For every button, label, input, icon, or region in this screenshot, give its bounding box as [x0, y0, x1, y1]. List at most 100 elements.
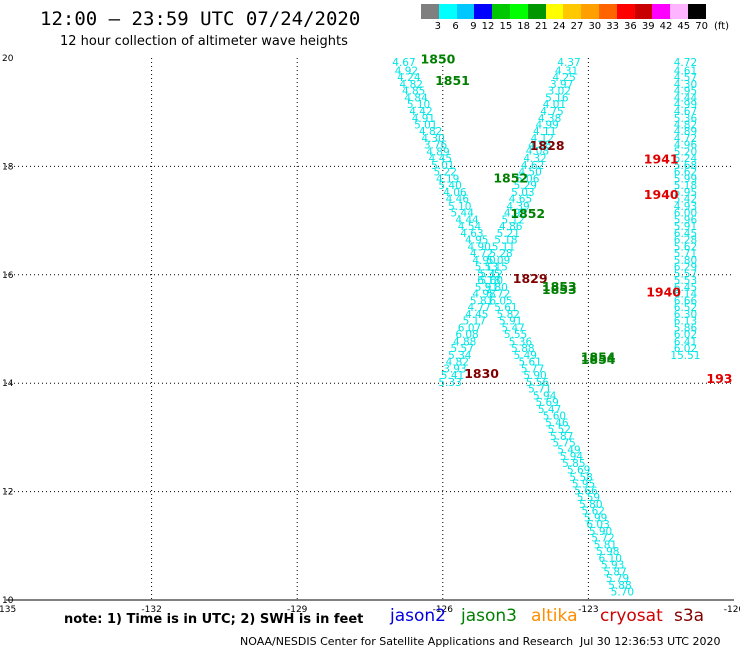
colorbar-label: 18 [517, 21, 530, 32]
data-point-label: 5.20 [674, 147, 697, 159]
data-point-label: 5.40 [438, 180, 461, 192]
data-point-label: 4.01 [543, 99, 566, 111]
colorbar-swatch: 36 [616, 4, 637, 32]
data-point-label: 3.76 [424, 140, 448, 152]
colorbar-swatch: 3 [421, 4, 441, 32]
data-point-label: 4.72 [674, 133, 697, 145]
data-point-label: 6.00 [674, 207, 697, 219]
colorbar-label: 27 [570, 21, 584, 32]
y-tick-label: 12 [2, 488, 13, 498]
time-label: 1828 [530, 138, 565, 153]
data-point-label: 5.72 [591, 532, 614, 544]
data-point-label: 5.66 [574, 485, 598, 497]
colorbar-label: 3 [434, 21, 441, 32]
colorbar-label: 39 [641, 21, 655, 32]
data-point-label: 4.57 [674, 72, 697, 84]
colorbar-swatch: 39 [634, 4, 655, 32]
data-point-label: 5.68 [674, 160, 697, 172]
data-point-label: 5.85 [562, 458, 585, 470]
chart-subtitle: 12 hour collection of altimeter wave hei… [60, 34, 348, 49]
data-point-label: 4.99 [674, 99, 697, 111]
data-point-label: 5.80 [674, 255, 697, 267]
data-point-label: 5.10 [448, 201, 471, 213]
data-point-label: 5.03 [511, 187, 534, 199]
data-point-label: 4.37 [557, 57, 580, 69]
data-point-label: 4.65 [509, 194, 532, 206]
time-label: 1853 [542, 282, 577, 297]
colorbar-swatch: 24 [545, 4, 566, 32]
data-point-label: 4.86 [499, 221, 523, 233]
data-point-label: 6.28 [674, 234, 697, 246]
data-point-label: 5.95 [572, 478, 595, 490]
data-point-label: 5.13 [475, 261, 498, 273]
data-point-label: 5.01 [431, 160, 454, 172]
data-point-label: 6.07 [458, 323, 481, 335]
data-point-label: 5.36 [674, 113, 698, 125]
data-point-label: 4.45 [465, 309, 488, 321]
data-point-label: 4.38 [538, 113, 561, 125]
data-point-label: 6.14 [674, 289, 698, 301]
footer-credit: NOAA/NESDIS Center for Satellite Applica… [240, 635, 574, 648]
data-point-label: 5.72 [487, 289, 510, 301]
data-point-label: 4.89 [426, 147, 449, 159]
data-point-label: 6.62 [674, 167, 697, 179]
colorbar-label: 45 [677, 21, 691, 32]
data-point-label: 5.61 [518, 356, 541, 368]
data-point-label: 4.90 [468, 241, 491, 253]
colorbar-swatch: 30 [581, 4, 601, 32]
colorbar-label: 30 [588, 21, 602, 32]
data-point-label: 4.72 [674, 57, 697, 69]
chart-title: 12:00 – 23:59 UTC 07/24/2020 [40, 8, 361, 30]
y-tick-label: 14 [2, 379, 14, 389]
x-tick-label: -135 [0, 605, 16, 615]
data-point-label: 6.05 [489, 296, 512, 308]
data-point-label: 4.95 [674, 85, 697, 97]
time-label: 1852 [493, 171, 528, 186]
data-point-label: 4.77 [468, 302, 491, 314]
data-point-label: 5.53 [674, 275, 697, 287]
data-point-label: 5.33 [438, 377, 461, 389]
data-point-label: 4.90 [472, 255, 495, 267]
data-point-label: 5.81 [594, 540, 617, 552]
data-point-label: 5.87 [603, 567, 626, 579]
data-point-label: 4.91 [412, 113, 435, 125]
data-point-label: 5.94 [533, 390, 557, 402]
data-point-label: 6.02 [674, 329, 697, 341]
colorbar-unit: (ft) [714, 21, 730, 32]
colorbar-label: 6 [452, 21, 459, 32]
data-point-label: 4.72 [470, 248, 493, 260]
time-label: 193 [706, 371, 732, 386]
data-point-label: 5.49 [557, 445, 580, 457]
data-point-label: 4.82 [446, 356, 469, 368]
legend-cryosat: cryosat [600, 606, 663, 626]
time-label: 1941 [644, 152, 679, 167]
data-point-label: 4.44 [674, 92, 698, 104]
time-label: 1851 [435, 73, 470, 88]
data-point-label: 5.82 [497, 309, 520, 321]
data-point-label: 4.25 [552, 72, 575, 84]
legend-jason2: jason2 [390, 606, 446, 626]
data-point-label: 4.32 [523, 153, 546, 165]
x-tick-label: -123 [578, 605, 598, 615]
data-point-label: 5.80 [484, 282, 507, 294]
data-point-label: 5.60 [480, 275, 503, 287]
data-point-label: 4.54 [458, 221, 482, 233]
data-point-label: 5.06 [516, 174, 540, 186]
data-point-label: 5.01 [414, 119, 437, 131]
data-point-label: 5.88 [608, 580, 631, 592]
data-point-label: 5.58 [569, 472, 592, 484]
data-point-label: 4.30 [674, 79, 697, 91]
data-point-label: 4.88 [453, 336, 476, 348]
data-point-label: 5.77 [521, 363, 544, 375]
data-point-label: 6.66 [674, 296, 698, 308]
data-point-label: 4.92 [395, 65, 418, 77]
colorbar-swatch: 12 [474, 4, 494, 32]
data-point-label: 5.87 [550, 431, 573, 443]
data-point-label: 4.24 [397, 72, 421, 84]
data-point-label: 5.41 [441, 370, 464, 382]
data-point-label: 5.62 [582, 505, 605, 517]
data-point-label: 5.47 [538, 404, 561, 416]
data-point-label: 4.67 [392, 57, 415, 69]
data-point-label: 4.11 [533, 126, 556, 138]
data-point-label: 4.06 [443, 187, 467, 199]
